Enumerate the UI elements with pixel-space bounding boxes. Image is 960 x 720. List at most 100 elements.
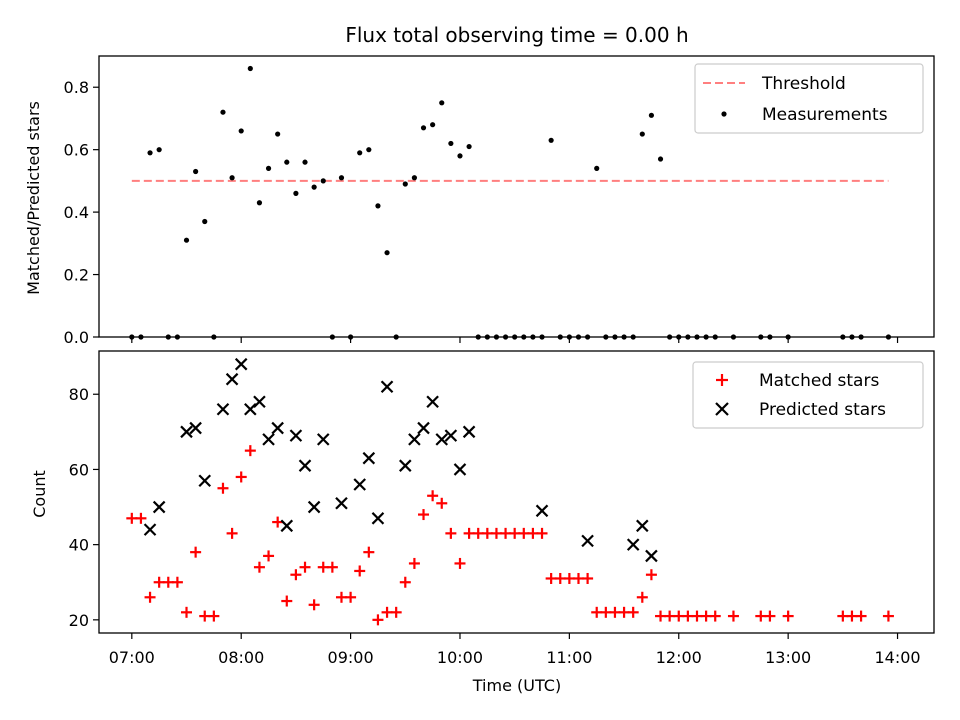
measurement-point	[193, 168, 199, 175]
matched-stars-point	[408, 557, 420, 569]
measurement-point	[220, 109, 226, 115]
y-tick-label: 20	[69, 611, 89, 630]
y-tick-label: 0.6	[64, 141, 89, 160]
matched-stars-point	[235, 471, 247, 483]
matched-stars-point	[454, 557, 466, 569]
y-tick-label: 0.4	[64, 203, 89, 222]
predicted-stars-point	[152, 500, 166, 514]
measurement-point	[594, 165, 600, 171]
measurement-point	[147, 150, 153, 156]
predicted-stars-point	[453, 463, 467, 476]
predicted-stars-point	[280, 519, 294, 533]
ratio-x-ticks	[131, 337, 899, 343]
matched-stars-point	[217, 482, 229, 494]
ratio-legend: Threshold Measurements	[694, 63, 924, 134]
measurement-point	[284, 159, 290, 165]
measurement-point	[448, 140, 454, 147]
matched-stars-point	[427, 490, 439, 502]
measurement-point	[183, 237, 190, 243]
measurement-point	[320, 178, 326, 184]
measurement-point	[302, 159, 308, 165]
matched-stars-point	[418, 509, 430, 521]
measurement-point	[366, 147, 372, 153]
predicted-stars-point	[234, 357, 248, 371]
count-legend: Matched stars Predicted stars	[692, 361, 924, 429]
matched-stars-point	[299, 561, 311, 573]
matched-stars-point	[208, 610, 220, 622]
measurement-point	[420, 125, 427, 131]
measurement-point	[439, 100, 445, 106]
matched-stars-point	[354, 565, 366, 577]
matched-stars-point	[390, 606, 402, 618]
measurement-point	[247, 65, 253, 72]
legend-measurements-label: Measurements	[762, 105, 888, 125]
predicted-stars-point	[371, 512, 385, 525]
matched-stars-point	[445, 527, 457, 539]
measurement-point	[311, 184, 317, 190]
matched-stars-point	[645, 569, 657, 581]
matched-stars-point	[536, 527, 548, 539]
count-legend-box	[692, 361, 924, 429]
measurement-point	[256, 200, 263, 206]
matched-stars-point	[135, 512, 147, 524]
predicted-stars-point	[262, 433, 275, 446]
count-x-ticks: 07:00 08:00 09:00 10:00 11:00 12:00 13:00 14:00	[109, 633, 921, 667]
predicted-stars-point	[581, 534, 594, 548]
matched-stars-point	[782, 610, 794, 622]
y-tick-label: 0.8	[64, 78, 89, 97]
predicted-stars-point	[143, 523, 157, 536]
measurement-point	[457, 153, 463, 159]
x-tick-label: 11:00	[546, 648, 592, 667]
matched-stars-point	[308, 599, 320, 611]
matched-stars-point	[436, 497, 448, 509]
predicted-stars-point	[271, 421, 284, 435]
measurement-point	[411, 175, 418, 181]
legend-measurements-marker	[721, 111, 727, 117]
predicted-stars-point	[335, 497, 348, 510]
matched-stars-point	[727, 610, 739, 622]
predicted-stars-point	[307, 500, 321, 514]
matched-stars-point	[372, 614, 384, 626]
predicted-stars-point	[353, 478, 366, 491]
ratio-panel: Flux total observing time = 0.00 h Match…	[24, 23, 935, 347]
measurement-point	[430, 122, 436, 128]
predicted-stars-point	[298, 459, 312, 472]
x-tick-label: 08:00	[218, 648, 264, 667]
matched-stars-point	[399, 576, 411, 588]
predicted-stars-point	[216, 403, 230, 416]
predicted-stars-point	[435, 433, 449, 446]
legend-predicted-marker	[715, 402, 729, 416]
matched-stars-point	[855, 610, 867, 622]
measurement-point	[156, 147, 162, 153]
legend-matched-label: Matched stars	[759, 371, 879, 391]
ratio-y-ticks: 0.0 0.2 0.4 0.6 0.8	[64, 78, 99, 347]
matched-stars-point	[226, 527, 238, 539]
count-y-ticks: 20 40 60 80	[69, 385, 99, 630]
predicted-stars-point	[408, 433, 421, 446]
predicted-stars-point	[426, 395, 439, 409]
matched-stars-point	[363, 546, 375, 558]
x-tick-label: 07:00	[109, 648, 155, 667]
matched-stars-point	[244, 445, 256, 457]
y-tick-label: 40	[69, 536, 89, 555]
y-tick-label: 80	[69, 385, 89, 404]
matched-stars-point	[326, 561, 338, 573]
ratio-legend-box	[694, 63, 924, 134]
predicted-stars-point	[316, 433, 330, 446]
measurement-point	[238, 128, 244, 134]
matched-stars-point	[345, 591, 357, 603]
measurement-point	[466, 143, 472, 150]
count-x-axis-label: Time (UTC)	[472, 676, 561, 695]
predicted-stars-point	[399, 459, 412, 472]
predicted-stars-point	[244, 403, 257, 416]
predicted-stars-point	[444, 429, 458, 442]
measurement-point	[548, 137, 554, 143]
matched-stars-point	[290, 569, 302, 581]
x-tick-label: 13:00	[765, 648, 811, 667]
matched-stars-point	[582, 572, 594, 584]
predicted-stars-point	[462, 425, 476, 439]
ratio-y-axis-label: Matched/Predicted stars	[24, 101, 43, 295]
predicted-stars-point	[380, 380, 394, 393]
measurement-point	[265, 165, 272, 171]
legend-threshold-label: Threshold	[761, 74, 846, 94]
